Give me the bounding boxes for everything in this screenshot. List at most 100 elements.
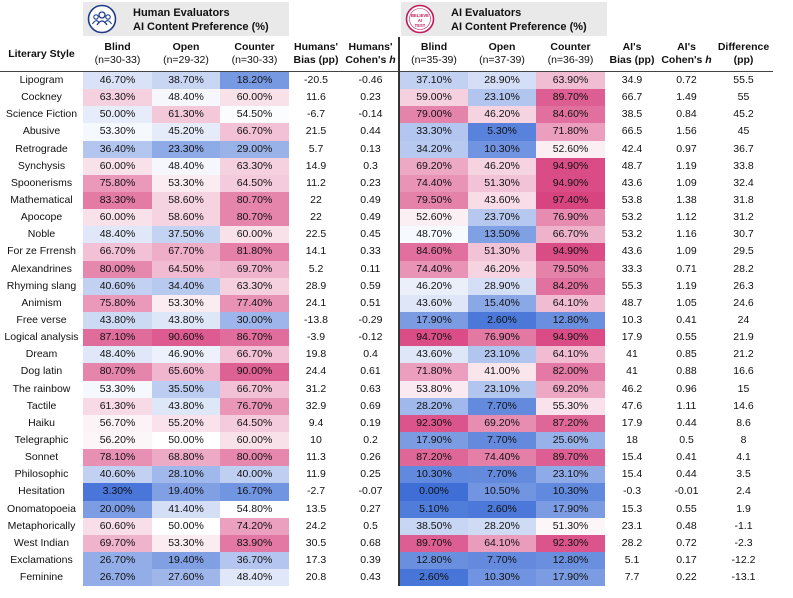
ai-counter-cell: 55.30% xyxy=(536,397,605,415)
human-blind-cell: 87.10% xyxy=(83,329,152,347)
humans-cohen-cell: 0.68 xyxy=(360,536,381,549)
difference-cell: 55.5 xyxy=(733,74,754,87)
ai-counter-cell: 63.90% xyxy=(536,71,605,90)
humans-cohen-cell: 0.19 xyxy=(360,416,381,429)
style-cell: Logical analysis xyxy=(4,331,79,344)
human-open-cell: 48.40% xyxy=(152,157,220,175)
ai-open-cell: 7.70% xyxy=(468,466,536,484)
humans-bias-cell: 22 xyxy=(310,211,322,224)
ai-bias-cell: 18 xyxy=(626,434,638,447)
difference-cell: 24 xyxy=(737,314,750,327)
humans-cohen-cell: 0.23 xyxy=(360,91,381,104)
human-open-cell: 46.90% xyxy=(152,346,220,364)
ai-open-cell: 64.10% xyxy=(468,534,536,552)
ai-counter-cell: 64.10% xyxy=(536,346,605,364)
table-body: Lipogram 46.70% 38.70% 18.20% -20.5 -0.46 37.1… xyxy=(0,71,773,587)
ai-counter-cell: 64.10% xyxy=(536,294,605,312)
ai-bias-cell: 41 xyxy=(626,365,638,378)
table-row: Dream 48.40% 46.90% 66.70% 19.8 0.4 43.60% 23.1… xyxy=(0,346,773,364)
ai-blind-cell: 79.50% xyxy=(398,191,468,210)
table-row: Lipogram 46.70% 38.70% 18.20% -20.5 -0.46 37.1… xyxy=(0,71,773,90)
ai-evaluators-title: AI Evaluators AI Content Preference (%) xyxy=(451,6,587,34)
header-row: Literary Style Blind (n=30-33) Open (n=29-… xyxy=(0,37,773,72)
ai-counter-cell: 10.30% xyxy=(536,483,605,501)
human-blind-cell: 26.70% xyxy=(83,569,152,587)
human-counter-cell: 60.00% xyxy=(220,89,289,107)
difference-cell: 45.2 xyxy=(733,108,754,121)
ai-open-cell: 69.20% xyxy=(468,414,536,432)
ai-cohen-cell: 0.22 xyxy=(676,571,697,584)
human-counter-cell: 30.00% xyxy=(220,311,289,330)
ai-cohen-cell: 1.11 xyxy=(676,399,697,412)
ai-counter-cell: 71.80% xyxy=(536,123,605,141)
col-human-counter: Counter (n=30-33) xyxy=(220,37,289,72)
ai-test-logo-icon: BELIEVE AI TEST xyxy=(405,4,435,34)
ai-cohen-cell: 0.41 xyxy=(676,314,697,327)
ai-bias-cell: 41 xyxy=(626,348,638,361)
table-row: For ze Frrensh 66.70% 67.70% 81.80% 14.1 0.33… xyxy=(0,243,773,261)
humans-bias-cell: 9.4 xyxy=(308,416,324,429)
difference-cell: 31.2 xyxy=(733,211,754,224)
human-open-cell: 53.30% xyxy=(152,174,220,192)
ai-cohen-cell: 0.72 xyxy=(676,536,697,549)
col-humans-cohen: Humans' Cohen's h xyxy=(343,37,399,72)
svg-text:BELIEVE: BELIEVE xyxy=(411,13,429,18)
style-cell: Haiku xyxy=(28,416,55,429)
ai-blind-cell: 2.60% xyxy=(398,569,468,587)
ai-bias-cell: 7.7 xyxy=(624,571,640,584)
style-cell: Philosophic xyxy=(14,468,69,481)
humans-bias-cell: 20.8 xyxy=(305,571,327,584)
difference-cell: 29.5 xyxy=(733,245,754,258)
human-open-cell: 67.70% xyxy=(152,243,220,261)
ai-open-cell: 2.60% xyxy=(468,500,536,518)
ai-blind-cell: 43.60% xyxy=(398,294,468,312)
col-human-counter-n: (n=30-33) xyxy=(231,54,278,66)
ai-cohen-cell: 0.71 xyxy=(676,262,697,275)
style-cell: Science Fiction xyxy=(5,108,78,121)
human-open-cell: 53.30% xyxy=(152,534,220,552)
humans-cohen-cell: 0.2 xyxy=(363,434,378,447)
table-row: The rainbow 53.30% 35.50% 66.70% 31.2 0.63 53.… xyxy=(0,380,773,398)
ai-open-cell: 46.20% xyxy=(468,157,536,175)
ai-blind-cell: 79.00% xyxy=(398,106,468,124)
difference-cell: 28.2 xyxy=(733,262,754,275)
ai-open-cell: 23.10% xyxy=(468,89,536,107)
col-literary-style: Literary Style xyxy=(0,37,83,72)
col-human-blind-n: (n=30-33) xyxy=(94,54,141,66)
humans-cohen-cell: 0.45 xyxy=(360,228,381,241)
human-open-cell: 53.30% xyxy=(152,294,220,312)
table-row: Cockney 63.30% 48.40% 60.00% 11.6 0.23 59.00% 2… xyxy=(0,89,773,107)
human-open-cell: 58.60% xyxy=(152,209,220,227)
style-cell: Spoonerisms xyxy=(10,176,73,189)
ai-open-cell: 28.90% xyxy=(468,277,536,295)
humans-bias-cell: -2.7 xyxy=(306,485,326,498)
table-row: Noble 48.40% 37.50% 60.00% 22.5 0.45 48.70% 13.… xyxy=(0,226,773,244)
ai-counter-cell: 87.20% xyxy=(536,414,605,432)
ai-open-cell: 2.60% xyxy=(468,311,536,330)
ai-blind-cell: 10.30% xyxy=(398,466,468,484)
ai-cohen-cell: 1.09 xyxy=(676,245,697,258)
human-open-cell: 38.70% xyxy=(152,71,220,90)
style-cell: The rainbow xyxy=(12,382,71,395)
human-counter-cell: 80.00% xyxy=(220,449,289,467)
humans-cohen-cell: 0.63 xyxy=(360,382,381,395)
human-counter-cell: 54.80% xyxy=(220,500,289,518)
ai-counter-cell: 12.80% xyxy=(536,551,605,570)
col-human-open: Open (n=29-32) xyxy=(152,37,220,72)
style-cell: Rhyming slang xyxy=(6,279,77,292)
ai-cohen-cell: 1.56 xyxy=(676,125,697,138)
ai-blind-cell: 89.70% xyxy=(398,534,468,552)
ai-blind-cell: 94.70% xyxy=(398,329,468,347)
humans-bias-cell: 13.5 xyxy=(305,502,327,515)
ai-counter-cell: 94.90% xyxy=(536,243,605,261)
col-human-blind-label: Blind xyxy=(104,41,131,53)
human-blind-cell: 48.40% xyxy=(83,346,152,364)
table-row: Onomatopoeia 20.00% 41.40% 54.80% 13.5 0.27 5.… xyxy=(0,500,773,518)
humans-cohen-cell: -0.07 xyxy=(358,485,383,498)
difference-cell: 26.3 xyxy=(733,279,754,292)
results-table: Literary Style Blind (n=30-33) Open (n=29-… xyxy=(0,37,773,587)
ai-bias-cell: 38.5 xyxy=(621,108,643,121)
table-row: Mathematical 83.30% 58.60% 80.70% 22 0.49 79.5… xyxy=(0,191,773,210)
humans-cohen-cell: 0.61 xyxy=(360,365,381,378)
